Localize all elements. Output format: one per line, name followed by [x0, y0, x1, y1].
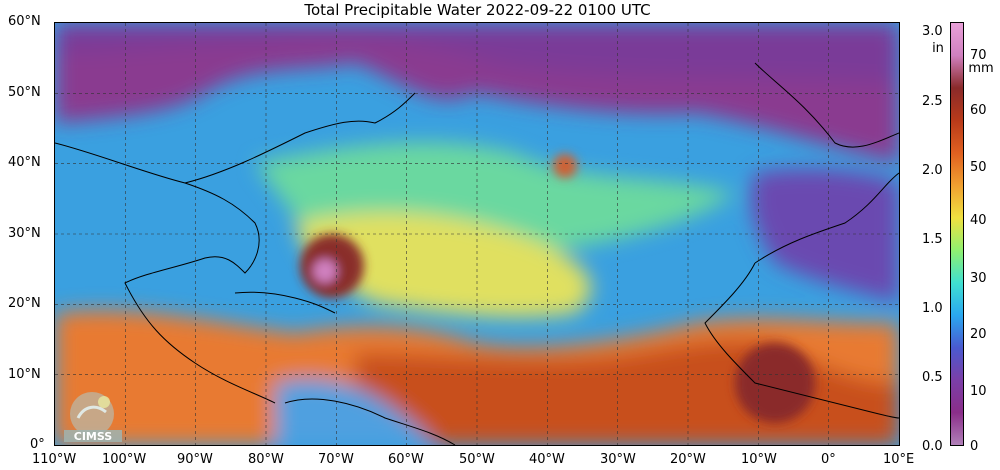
logo-text: CIMSS [74, 430, 113, 443]
mm-tick-60: 60 [970, 103, 987, 118]
mm-tick-20: 20 [970, 327, 987, 342]
lat-tick-50: 50°N [8, 85, 41, 100]
lon-tick-20w: 20°W [670, 452, 706, 467]
coastlines [55, 62, 899, 445]
mm-tick-40: 40 [970, 213, 987, 228]
lon-tick-60w: 60°W [388, 452, 424, 467]
inch-unit: in [932, 41, 944, 56]
inch-tick-1.5: 1.5 [922, 232, 943, 247]
map-canvas [55, 23, 899, 445]
lat-tick-40: 40°N [8, 155, 41, 170]
lat-tick-10: 10°N [8, 367, 41, 382]
inch-tick-1.0: 1.0 [922, 301, 943, 316]
inch-tick-2.0: 2.0 [922, 163, 943, 178]
lon-tick-10e: 10°E [883, 452, 915, 467]
colorbar [950, 22, 964, 446]
lat-tick-20: 20°N [8, 296, 41, 311]
lon-tick-40w: 40°W [529, 452, 565, 467]
lon-tick-10w: 10°W [741, 452, 777, 467]
lon-tick-30w: 30°W [600, 452, 636, 467]
cimss-logo: CIMSS [56, 388, 128, 444]
lat-tick-30: 30°N [8, 226, 41, 241]
graticule [55, 23, 899, 445]
inch-tick-2.5: 2.5 [922, 94, 943, 109]
lon-tick-100w: 100°W [102, 452, 147, 467]
lon-tick-80w: 80°W [248, 452, 284, 467]
precipitable-water-map [54, 22, 900, 446]
lat-tick-60: 60°N [8, 14, 41, 29]
lat-tick-0: 0° [30, 437, 45, 452]
lon-tick-70w: 70°W [318, 452, 354, 467]
mm-tick-30: 30 [970, 271, 987, 286]
inch-tick-3.0: 3.0 [922, 24, 943, 39]
mm-tick-50: 50 [970, 160, 987, 175]
lon-tick-0: 0° [821, 452, 836, 467]
mm-unit: mm [968, 61, 994, 76]
mm-tick-0: 0 [970, 439, 979, 454]
inch-tick-0.5: 0.5 [922, 370, 943, 385]
mm-tick-70: 70 [970, 48, 987, 63]
mm-tick-10: 10 [970, 384, 987, 399]
lon-tick-110w: 110°W [32, 452, 77, 467]
inch-tick-0.0: 0.0 [922, 439, 943, 454]
lon-tick-50w: 50°W [459, 452, 495, 467]
map-title: Total Precipitable Water 2022-09-22 0100… [304, 1, 651, 19]
lon-tick-90w: 90°W [177, 452, 213, 467]
